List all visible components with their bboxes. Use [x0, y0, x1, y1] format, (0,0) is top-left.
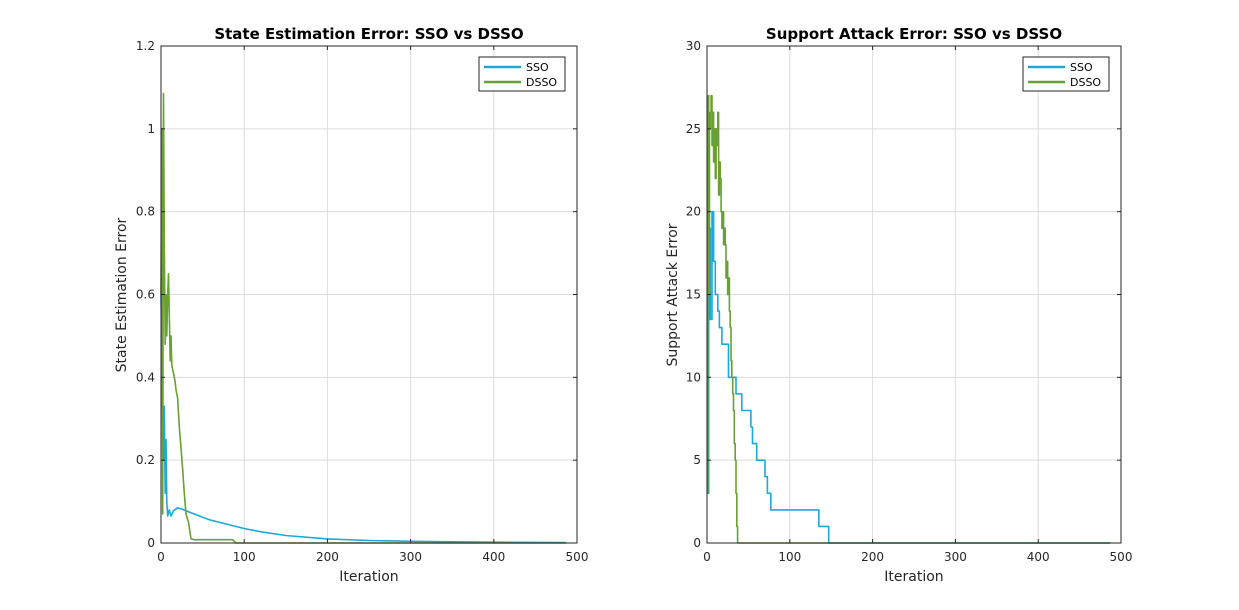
legend-label-sso: SSO: [526, 61, 549, 74]
y-tick-label: 0: [147, 536, 155, 550]
y-tick-label: 20: [686, 205, 701, 219]
chart-title: State Estimation Error: SSO vs DSSO: [214, 25, 523, 43]
chart-title: Support Attack Error: SSO vs DSSO: [766, 25, 1062, 43]
series-line-dsso: [707, 94, 1111, 544]
series-line-sso: [160, 294, 567, 544]
subplot-support-attack: Support Attack Error: SSO vs DSSO 0 100 20…: [665, 25, 1132, 585]
x-tick-label: 500: [566, 550, 589, 564]
y-tick-label: 5: [693, 453, 701, 467]
x-tick-label: 200: [861, 550, 884, 564]
x-axis-label: Iteration: [884, 569, 943, 585]
x-axis-label: Iteration: [339, 569, 398, 585]
x-tick-label: 400: [482, 550, 505, 564]
y-tick-label: 0.8: [136, 205, 155, 219]
y-tick-label: 1.2: [136, 39, 155, 53]
y-tick-label: 0.6: [136, 288, 155, 302]
x-tick-label: 300: [944, 550, 967, 564]
y-tick-label: 0.4: [136, 370, 155, 384]
x-tick-label: 100: [778, 550, 801, 564]
legend: SSO DSSO: [478, 56, 566, 92]
subplot-state-estimation: State Estimation Error: SSO vs DSSO 0 100…: [114, 25, 588, 585]
series-line-dsso: [160, 92, 567, 544]
y-tick-label: 10: [686, 370, 701, 384]
x-tick-label: 0: [703, 550, 711, 564]
y-tick-label: 0.2: [136, 453, 155, 467]
y-tick-label: 30: [686, 39, 701, 53]
x-tick-label: 100: [233, 550, 256, 564]
legend-label-sso: SSO: [1070, 61, 1093, 74]
x-tick-label: 500: [1110, 550, 1133, 564]
y-tick-label: 1: [147, 122, 155, 136]
legend-box: [1022, 56, 1110, 92]
axes-area: 0 100 200 300 400 500 0 0.2 0.4 0.6 0.8 1 1.2 SSO DSSO: [136, 39, 589, 564]
x-tick-label: 0: [157, 550, 165, 564]
x-tick-label: 300: [399, 550, 422, 564]
y-tick-label: 0: [693, 536, 701, 550]
y-axis-label: State Estimation Error: [114, 217, 130, 372]
legend: SSO DSSO: [1022, 56, 1110, 92]
legend-label-dsso: DSSO: [526, 76, 557, 89]
x-tick-label: 400: [1027, 550, 1050, 564]
legend-label-dsso: DSSO: [1070, 76, 1101, 89]
axes-area: 0 100 200 300 400 500 0 5 10 15 20 25 30 SSO DSSO: [686, 39, 1133, 564]
y-axis-label: Support Attack Error: [665, 223, 681, 366]
y-tick-label: 15: [686, 288, 701, 302]
series-line-sso: [707, 210, 1111, 544]
x-tick-label: 200: [316, 550, 339, 564]
legend-box: [478, 56, 566, 92]
y-tick-label: 25: [686, 122, 701, 136]
